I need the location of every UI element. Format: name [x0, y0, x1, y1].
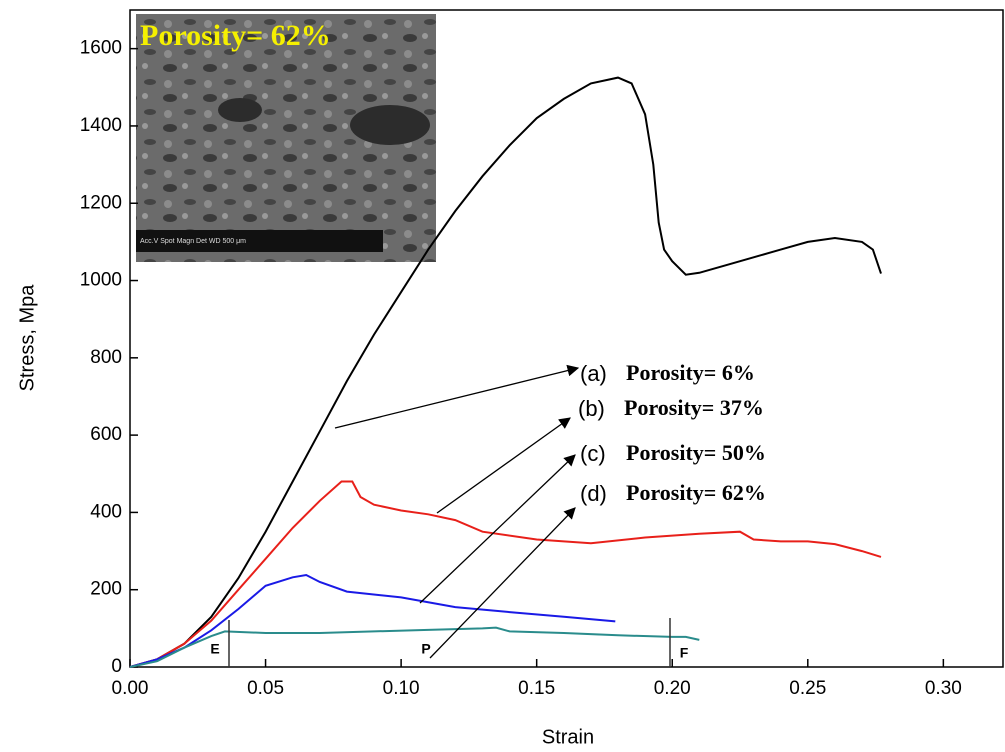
inset-caption-bar — [136, 230, 383, 252]
region-label: P — [421, 641, 430, 657]
region-label: F — [680, 645, 689, 661]
y-tick-label: 1000 — [80, 270, 122, 291]
series-line — [129, 76, 882, 668]
inset-title: Porosity= 62% — [140, 19, 331, 52]
annotation-letter: (a) — [580, 361, 607, 386]
x-axis-label: Strain — [542, 726, 594, 748]
inset-pore — [350, 105, 430, 145]
annotation-arrow — [419, 454, 576, 604]
annotation-letter: (b) — [578, 396, 605, 421]
annotation-arrow — [334, 364, 580, 429]
annotation-arrow — [436, 417, 571, 514]
y-tick-label: 1600 — [80, 38, 122, 59]
x-tick-label: 0.30 — [925, 678, 962, 699]
annotation-text: Porosity= 37% — [624, 395, 764, 420]
annotation-text: Porosity= 62% — [626, 480, 766, 505]
inset-pore — [218, 98, 262, 122]
series-line — [129, 626, 700, 668]
series-line — [129, 573, 616, 668]
x-tick-label: 0.15 — [518, 678, 555, 699]
inset-caption: Acc.V Spot Magn Det WD 500 μm — [140, 238, 246, 245]
x-tick-label: 0.00 — [112, 678, 149, 699]
series-line — [129, 480, 882, 668]
annotation-text: Porosity= 6% — [626, 360, 755, 385]
y-tick-label: 400 — [90, 501, 122, 522]
annotation-letter: (c) — [580, 441, 606, 466]
y-axis-label: Stress, Mpa — [16, 284, 38, 392]
annotation-arrow — [429, 507, 576, 659]
annotation-letter: (d) — [580, 481, 607, 506]
y-tick-label: 600 — [90, 424, 122, 445]
region-label: E — [210, 641, 219, 657]
y-tick-label: 1200 — [80, 192, 122, 213]
y-tick-label: 0 — [111, 656, 122, 677]
x-tick-label: 0.10 — [383, 678, 420, 699]
y-tick-label: 800 — [90, 347, 122, 368]
plot-frame — [129, 9, 1004, 668]
annotation-text: Porosity= 50% — [626, 440, 766, 465]
x-tick-label: 0.25 — [789, 678, 826, 699]
x-tick-label: 0.05 — [247, 678, 284, 699]
y-tick-label: 200 — [90, 579, 122, 600]
inset: Acc.V Spot Magn Det WD 500 μm Porosity= … — [136, 14, 436, 262]
y-tick-label: 1400 — [80, 115, 122, 136]
x-tick-label: 0.20 — [654, 678, 691, 699]
